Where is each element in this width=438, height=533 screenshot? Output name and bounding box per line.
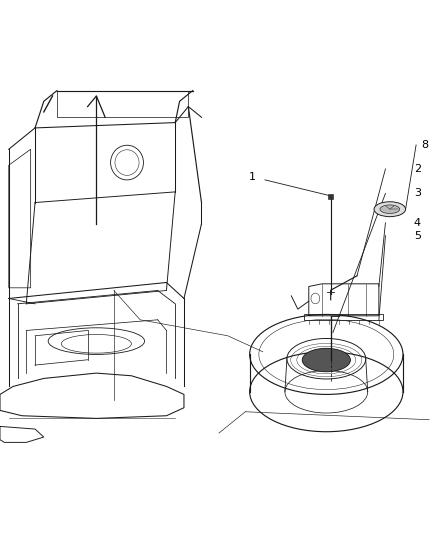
Polygon shape [328,195,333,199]
Text: 4: 4 [414,218,421,228]
Text: 1: 1 [249,172,256,182]
Ellipse shape [302,349,350,372]
Text: 3: 3 [414,189,421,198]
Ellipse shape [374,201,406,216]
Text: 5: 5 [414,231,421,240]
Text: 2: 2 [414,164,421,174]
Ellipse shape [380,205,399,213]
Text: 8: 8 [421,140,428,150]
